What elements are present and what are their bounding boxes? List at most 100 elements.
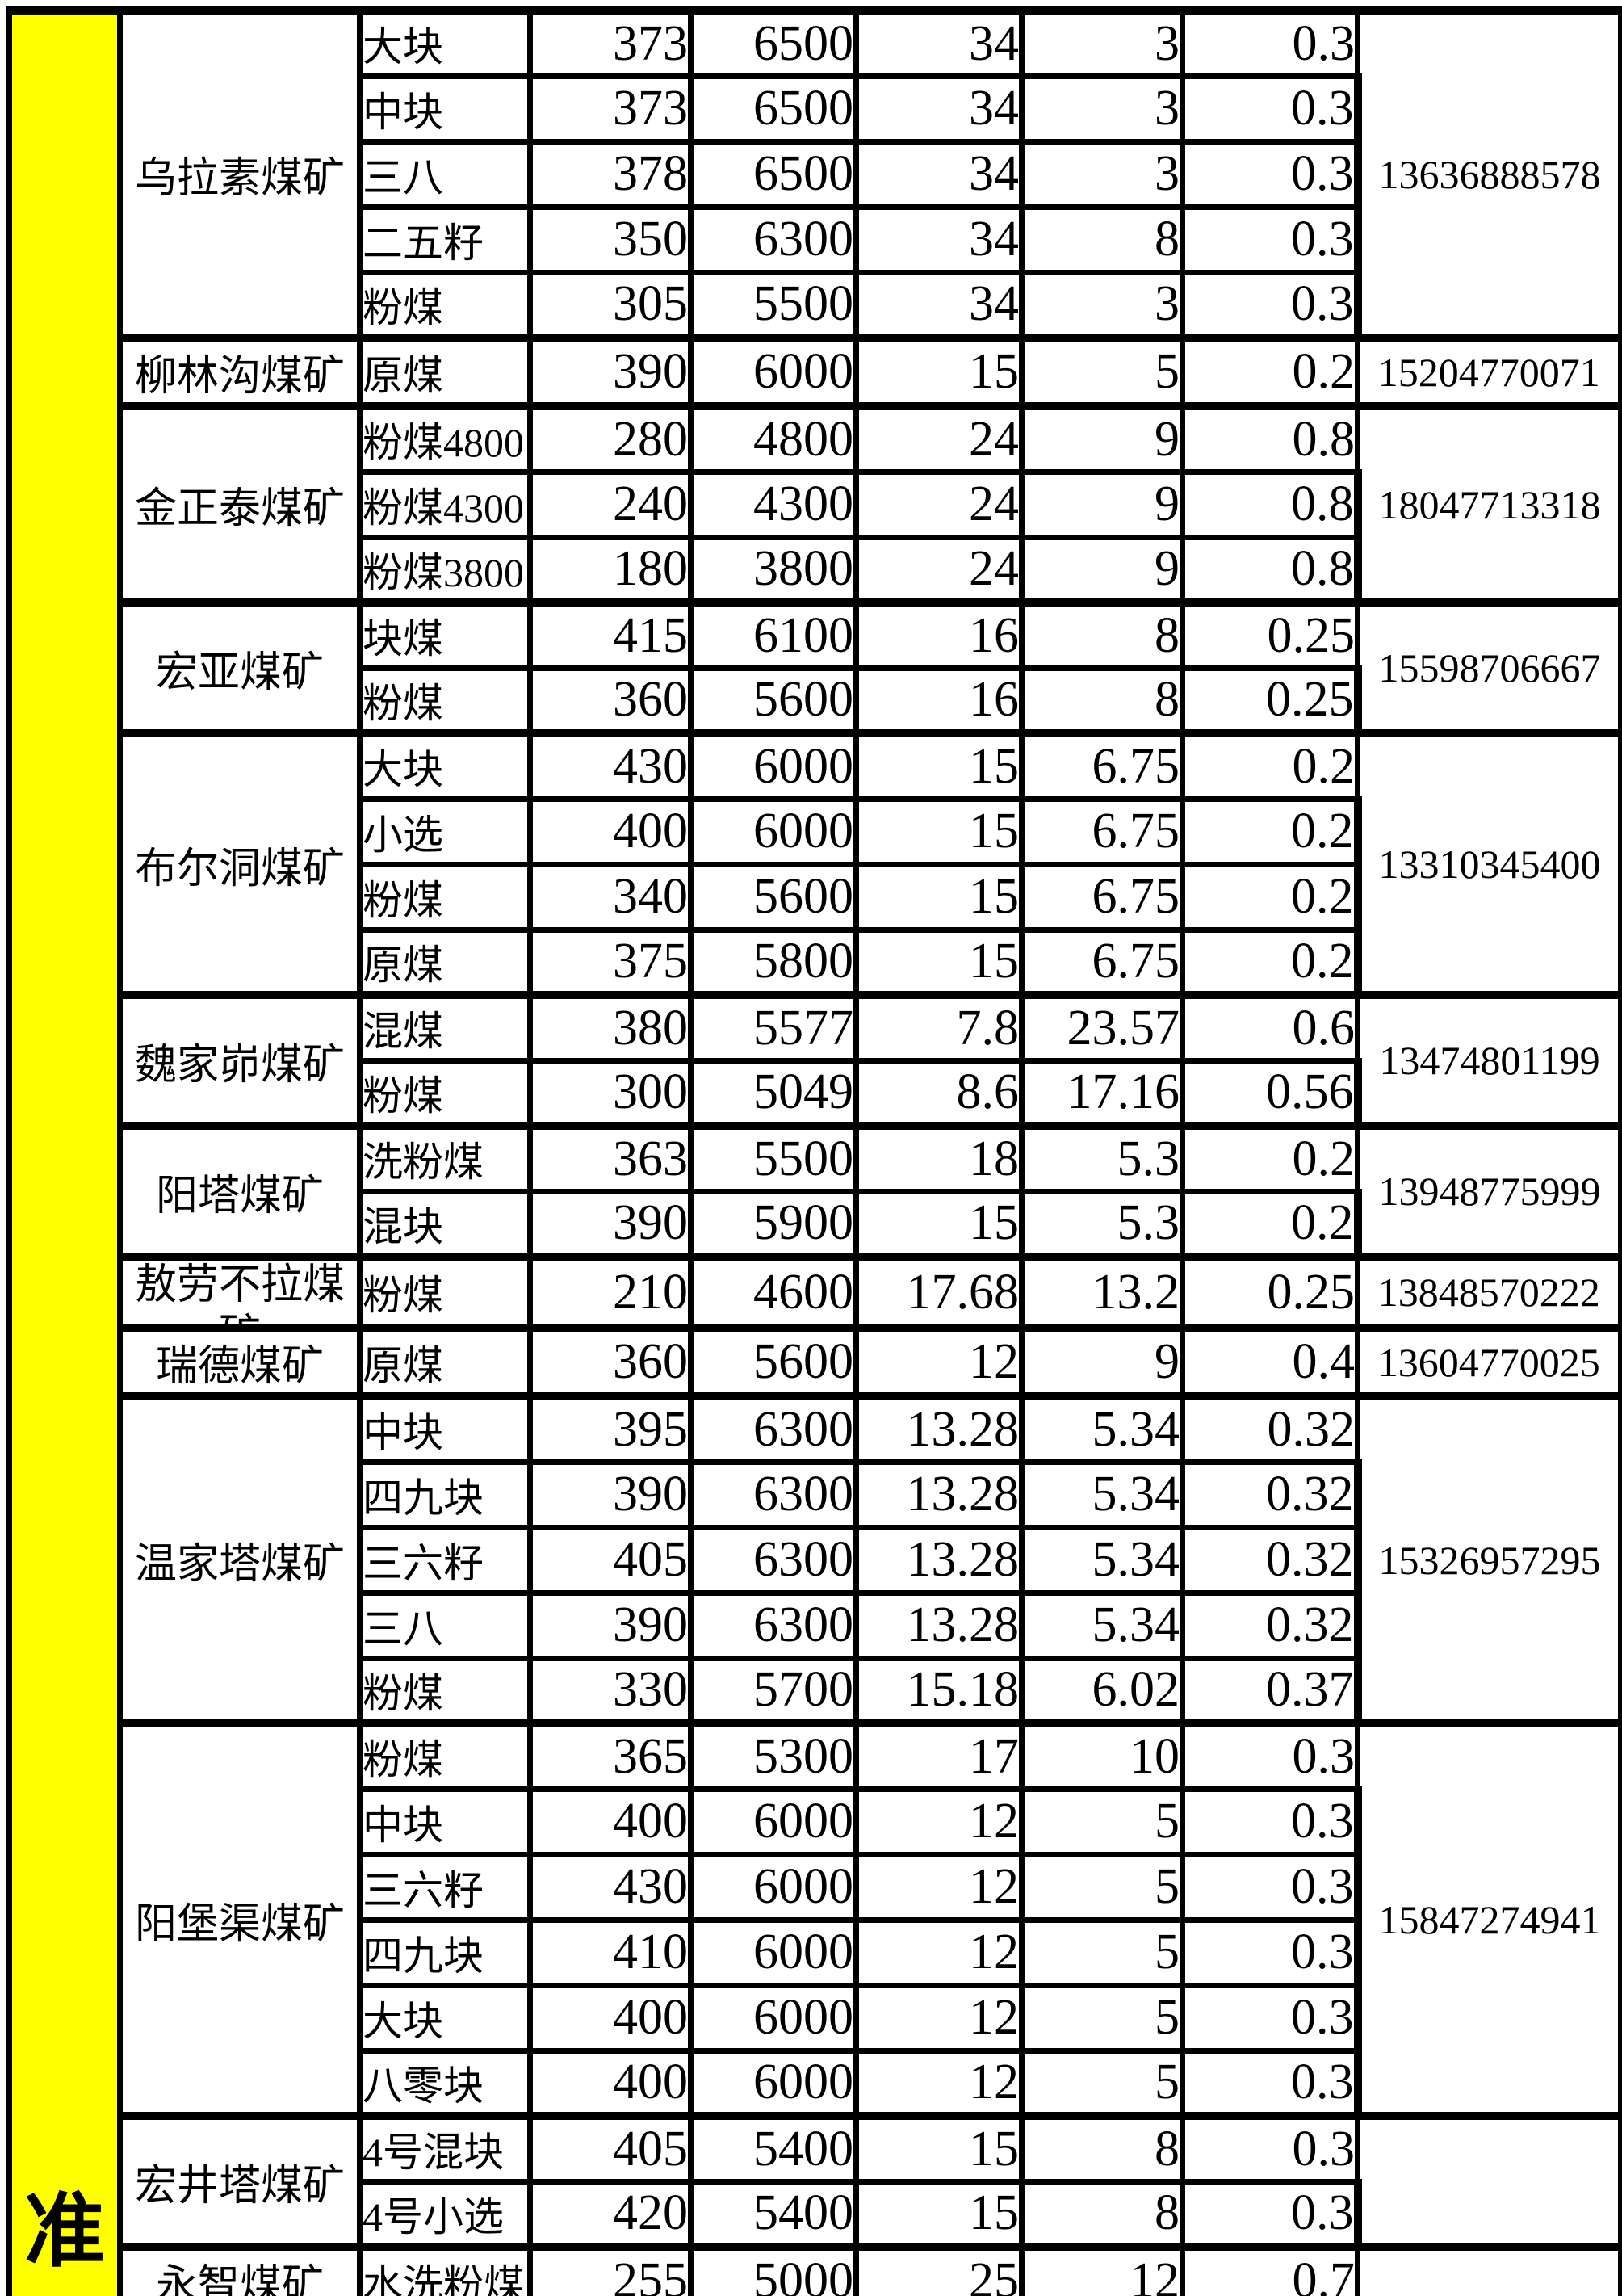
value-cell: 8.6 bbox=[853, 1057, 1025, 1129]
coal-price-table: 准旗矿区乌拉素煤矿大块37365003430.313636888578中块373… bbox=[6, 6, 1622, 2296]
table-row: 四九块 390 6300 13.28 5.34 0.32 bbox=[10, 1459, 1622, 1530]
coal-type: 粉煤 bbox=[363, 877, 444, 923]
value-cell: 415 bbox=[527, 598, 694, 671]
coal-type-cell: 四九块 bbox=[357, 1459, 533, 1530]
value-cell: 17.16 bbox=[1019, 1057, 1185, 1129]
mine-name-cell: 永智煤矿 bbox=[117, 2243, 363, 2296]
table-row: 魏家峁煤矿 混煤 380 5577 7.8 23.57 0.6 13474801199 bbox=[10, 991, 1622, 1129]
value-cell: 390 bbox=[527, 1589, 694, 1661]
mine-name-cell: 布尔洞煤矿 bbox=[117, 729, 363, 998]
mine-name: 阳堡渠煤矿 bbox=[134, 1901, 345, 1948]
phone-cell: 15598706667 bbox=[1355, 598, 1622, 737]
value-cell: 360 bbox=[527, 665, 694, 737]
coal-type: 4号混块 bbox=[363, 2130, 505, 2176]
mine-name: 温家塔煤矿 bbox=[134, 1542, 345, 1588]
value-cell: 0.8 bbox=[1180, 534, 1362, 606]
table-row: 阳塔煤矿 洗粉煤 363 5500 18 5.3 0.2 13948775999 bbox=[10, 1122, 1622, 1260]
value-cell: 5700 bbox=[688, 1655, 859, 1727]
coal-type-cell: 粉煤4300 bbox=[357, 468, 533, 540]
coal-type: 粉煤 bbox=[363, 1670, 444, 1716]
mine-name: 乌拉素煤矿 bbox=[134, 156, 345, 202]
coal-type: 粉煤 bbox=[363, 284, 444, 330]
mine-name-cell: 乌拉素煤矿 bbox=[117, 6, 363, 341]
coal-type-cell: 粉煤3800 bbox=[357, 534, 533, 606]
coal-type-cell: 大块 bbox=[357, 729, 533, 802]
value-cell: 24 bbox=[853, 402, 1025, 475]
value-cell: 0.32 bbox=[1180, 1524, 1362, 1596]
value-cell: 6.75 bbox=[1019, 861, 1185, 933]
value-cell: 0.2 bbox=[1180, 1122, 1360, 1194]
value-cell: 400 bbox=[527, 795, 694, 867]
value-cell: 378 bbox=[527, 138, 694, 210]
coal-type: 中块 bbox=[363, 1802, 444, 1848]
value-cell: 17 bbox=[853, 1719, 1025, 1792]
value-cell: 5 bbox=[1019, 1786, 1185, 1857]
mine-name: 瑞德煤矿 bbox=[155, 1344, 324, 1390]
value-cell: 390 bbox=[527, 334, 694, 409]
coal-type-cell: 小选 bbox=[357, 795, 533, 867]
value-cell: 0.3 bbox=[1180, 204, 1362, 275]
coal-type: 水洗粉煤 bbox=[363, 2261, 525, 2296]
table-row: 金正泰煤矿 粉煤4800 280 4800 24 9 0.8 18047713318 bbox=[10, 402, 1622, 606]
value-cell: 5500 bbox=[688, 1122, 859, 1194]
value-cell: 0.2 bbox=[1180, 926, 1362, 998]
value-cell: 0.3 bbox=[1180, 1719, 1360, 1792]
coal-type: 大块 bbox=[363, 747, 444, 793]
coal-type: 原煤 bbox=[363, 352, 444, 398]
value-cell: 34 bbox=[853, 6, 1025, 79]
value-cell: 12 bbox=[853, 1982, 1025, 2054]
table-row: 三八 378 6500 34 3 0.3 bbox=[10, 138, 1622, 210]
value-cell: 240 bbox=[527, 468, 694, 540]
value-cell: 430 bbox=[527, 1851, 694, 1923]
coal-type: 4号小选 bbox=[363, 2193, 505, 2239]
value-cell: 6300 bbox=[688, 1392, 859, 1465]
value-cell: 6000 bbox=[688, 795, 859, 867]
value-cell: 6000 bbox=[688, 1982, 859, 2054]
coal-type: 洗粉煤 bbox=[363, 1140, 484, 1186]
value-cell: 16 bbox=[853, 665, 1025, 737]
value-cell: 25 bbox=[853, 2243, 1025, 2296]
coal-type: 原煤 bbox=[363, 942, 444, 988]
mine-name-cell: 阳塔煤矿 bbox=[117, 1122, 363, 1260]
table-row: 原煤 375 5800 15 6.75 0.2 bbox=[10, 926, 1622, 998]
coal-type-cell: 四九块 bbox=[357, 1916, 533, 1988]
value-cell: 380 bbox=[527, 991, 694, 1064]
mine-name-cell: 宏亚煤矿 bbox=[117, 598, 363, 737]
value-cell: 6500 bbox=[688, 6, 859, 79]
coal-type: 粉煤3800 bbox=[363, 549, 525, 595]
table-row: 粉煤 305 5500 34 3 0.3 bbox=[10, 269, 1622, 341]
mine-name: 柳林沟煤矿 bbox=[134, 354, 345, 400]
coal-type: 粉煤4800 bbox=[363, 420, 525, 466]
value-cell: 8 bbox=[1019, 665, 1185, 737]
value-cell: 5 bbox=[1019, 1851, 1185, 1923]
value-cell: 6300 bbox=[688, 1524, 859, 1596]
mine-name: 布尔洞煤矿 bbox=[134, 846, 345, 892]
value-cell: 5600 bbox=[688, 665, 859, 737]
phone-cell bbox=[1355, 2243, 1622, 2296]
coal-type: 粉煤 bbox=[363, 1737, 444, 1783]
value-cell: 12 bbox=[1019, 2243, 1185, 2296]
value-cell: 34 bbox=[853, 204, 1025, 275]
value-cell: 15 bbox=[853, 861, 1025, 933]
mine-name-cell: 柳林沟煤矿 bbox=[117, 334, 363, 409]
value-cell: 6000 bbox=[688, 334, 859, 409]
value-cell: 0.3 bbox=[1180, 6, 1360, 79]
mine-name-cell: 敖劳不拉煤矿 bbox=[117, 1253, 363, 1331]
value-cell: 6000 bbox=[688, 729, 859, 802]
value-cell: 24 bbox=[853, 468, 1025, 540]
value-cell: 400 bbox=[527, 2047, 694, 2119]
mine-name: 敖劳不拉煤矿 bbox=[134, 1262, 345, 1322]
coal-type-cell: 粉煤 bbox=[357, 269, 533, 341]
table-row: 粉煤 340 5600 15 6.75 0.2 bbox=[10, 861, 1622, 933]
coal-type: 四九块 bbox=[363, 1933, 484, 1979]
value-cell: 6300 bbox=[688, 1589, 859, 1661]
value-cell: 7.8 bbox=[853, 991, 1025, 1064]
mine-name-cell: 阳堡渠煤矿 bbox=[117, 1719, 363, 2119]
value-cell: 4600 bbox=[688, 1253, 859, 1331]
value-cell: 0.3 bbox=[1180, 2178, 1362, 2250]
table-row: 三八 390 6300 13.28 5.34 0.32 bbox=[10, 1589, 1622, 1661]
value-cell: 360 bbox=[527, 1324, 694, 1400]
value-cell: 6.75 bbox=[1019, 795, 1185, 867]
table-row: 粉煤4300 240 4300 24 9 0.8 bbox=[10, 468, 1622, 540]
